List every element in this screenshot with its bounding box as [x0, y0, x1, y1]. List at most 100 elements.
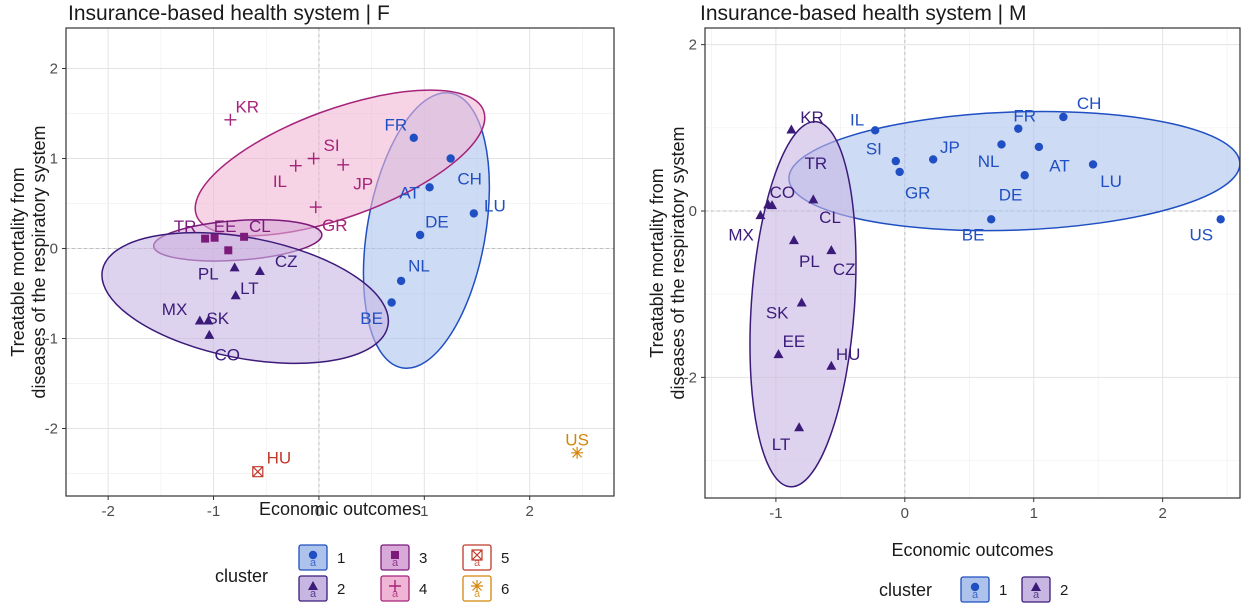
legend-label-1: 1	[999, 582, 1007, 599]
point-label-ee: EE	[214, 217, 237, 236]
legend-label-2: 2	[1060, 582, 1068, 599]
point-label-lt: LT	[240, 279, 259, 298]
point-lu	[469, 209, 479, 218]
y-axis-label-line-2: diseases of the respiratory system	[668, 126, 688, 399]
y-axis-label: Treatable mortality from diseases of the …	[647, 126, 688, 399]
point-label-cl: CL	[819, 208, 841, 227]
legend-key-letter: a	[310, 557, 317, 569]
cluster-ellipse-2	[101, 231, 390, 365]
point-label-at: AT	[399, 184, 419, 203]
point-label-mx: MX	[162, 300, 188, 319]
legend-key-1: a	[298, 544, 328, 571]
point-label-gr: GR	[322, 216, 348, 235]
legend-key-marker	[1031, 582, 1041, 591]
y-axis-label-line-2: diseases of the respiratory system	[29, 125, 49, 398]
y-axis-label-line-1: Treatable mortality from	[8, 167, 28, 356]
point-label-nl: NL	[978, 152, 1000, 171]
legend: cluster a 1 a 3 a 5 a 2 a 4 a 6	[215, 544, 509, 602]
point-be	[387, 298, 396, 307]
point-pl3	[224, 246, 233, 255]
point-label-pl: PL	[799, 252, 820, 271]
legend-key-marker	[308, 550, 318, 560]
point-label-si: SI	[324, 136, 340, 155]
legend-key-3: a	[380, 544, 410, 571]
data-points: FR CH AT LU DE NL BE MX SK CO PL LT CZ TR EE CL KR SI IL JP…	[162, 97, 589, 478]
y-tick-label: -1	[45, 331, 58, 348]
legend-label-1: 1	[337, 550, 345, 567]
point-il	[870, 126, 880, 135]
legend-key-5: a	[462, 544, 492, 571]
y-tick-label: 2	[689, 37, 697, 54]
point-label-ee: EE	[783, 332, 806, 351]
point-de	[1020, 171, 1029, 180]
axis-ticks: -2 -1 0 1 2 -2 -1 0 1 2	[45, 61, 534, 521]
legend: cluster a 1 a 2	[879, 576, 1068, 603]
legend-label-2: 2	[337, 581, 345, 598]
y-tick-label: 0	[50, 241, 58, 258]
point-label-lt: LT	[772, 435, 791, 454]
point-kr	[224, 113, 237, 126]
point-label-tr: TR	[174, 217, 197, 236]
panel-border	[65, 27, 615, 497]
legend-key-letter: a	[474, 557, 481, 569]
point-tr	[201, 234, 210, 243]
point-label-us: US	[565, 430, 589, 449]
legend-key-letter: a	[392, 588, 399, 600]
legend-key-letter: a	[1033, 589, 1040, 601]
point-si	[307, 152, 320, 165]
legend-key-1: a	[960, 576, 990, 603]
legend-label-6: 6	[501, 581, 509, 598]
y-tick-label: 0	[689, 203, 697, 220]
point-cz	[254, 266, 265, 275]
point-ch	[1059, 112, 1068, 122]
point-label-jp: JP	[353, 175, 373, 194]
point-label-il: IL	[273, 172, 287, 191]
cluster-ellipses	[749, 110, 1240, 488]
point-sk	[203, 315, 214, 325]
point-ch	[446, 154, 455, 163]
legend-key-2: a	[1021, 576, 1051, 603]
legend-key-marker	[308, 581, 318, 590]
point-label-sk: SK	[766, 303, 789, 322]
point-label-co: CO	[770, 183, 796, 202]
point-co	[204, 329, 215, 339]
point-label-us: US	[1190, 225, 1214, 244]
point-label-gr: GR	[905, 184, 931, 203]
point-nl	[997, 140, 1006, 149]
point-label-il: IL	[850, 111, 864, 130]
y-tick-label: -2	[684, 369, 697, 386]
legend-key-letter: a	[474, 588, 481, 600]
point-pl	[788, 235, 799, 245]
legend-key-letter: a	[972, 589, 979, 601]
point-pl	[229, 262, 240, 272]
legend-key-box	[462, 544, 492, 571]
legend-label-3: 3	[419, 550, 427, 567]
point-ee	[773, 349, 784, 359]
point-label-ch: CH	[1077, 94, 1102, 113]
point-label-kr: KR	[235, 97, 259, 116]
point-label-fr: FR	[1013, 106, 1036, 125]
point-label-at: AT	[1049, 156, 1069, 175]
point-label-tr: TR	[805, 154, 828, 173]
y-tick-label: -2	[45, 421, 58, 438]
point-mx	[194, 315, 205, 325]
point-at	[425, 183, 434, 192]
point-gr	[309, 201, 322, 214]
point-mx	[755, 210, 766, 220]
point-label-mx: MX	[728, 225, 754, 244]
point-gr	[895, 167, 904, 177]
legend-title: cluster	[879, 580, 932, 600]
point-label-fr: FR	[385, 115, 408, 134]
y-tick-label: 1	[50, 151, 58, 168]
point-label-be: BE	[962, 225, 985, 244]
point-label-jp: JP	[940, 138, 960, 157]
point-jp	[337, 158, 350, 171]
point-cl	[240, 232, 249, 241]
point-label-nl: NL	[408, 257, 430, 276]
point-label-sk: SK	[206, 309, 229, 328]
point-label-cl: CL	[249, 217, 271, 236]
point-label-kr: KR	[800, 108, 824, 127]
legend-title: cluster	[215, 566, 268, 586]
point-sk	[796, 297, 807, 307]
